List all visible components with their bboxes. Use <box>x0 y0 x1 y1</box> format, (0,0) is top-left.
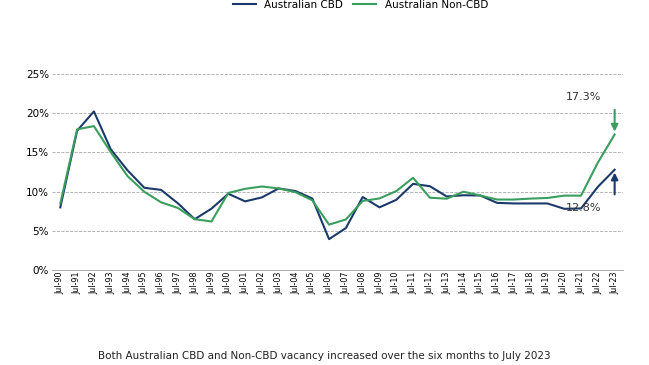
Text: Australian CBD v Non-CBD Vacancy: 1990 – 2023: Australian CBD v Non-CBD Vacancy: 1990 –… <box>6 15 369 28</box>
Text: 17.3%: 17.3% <box>566 92 601 101</box>
Legend: Australian CBD, Australian Non-CBD: Australian CBD, Australian Non-CBD <box>228 0 492 14</box>
Text: 12.8%: 12.8% <box>566 203 601 213</box>
Text: Both Australian CBD and Non-CBD vacancy increased over the six months to July 20: Both Australian CBD and Non-CBD vacancy … <box>98 351 551 361</box>
